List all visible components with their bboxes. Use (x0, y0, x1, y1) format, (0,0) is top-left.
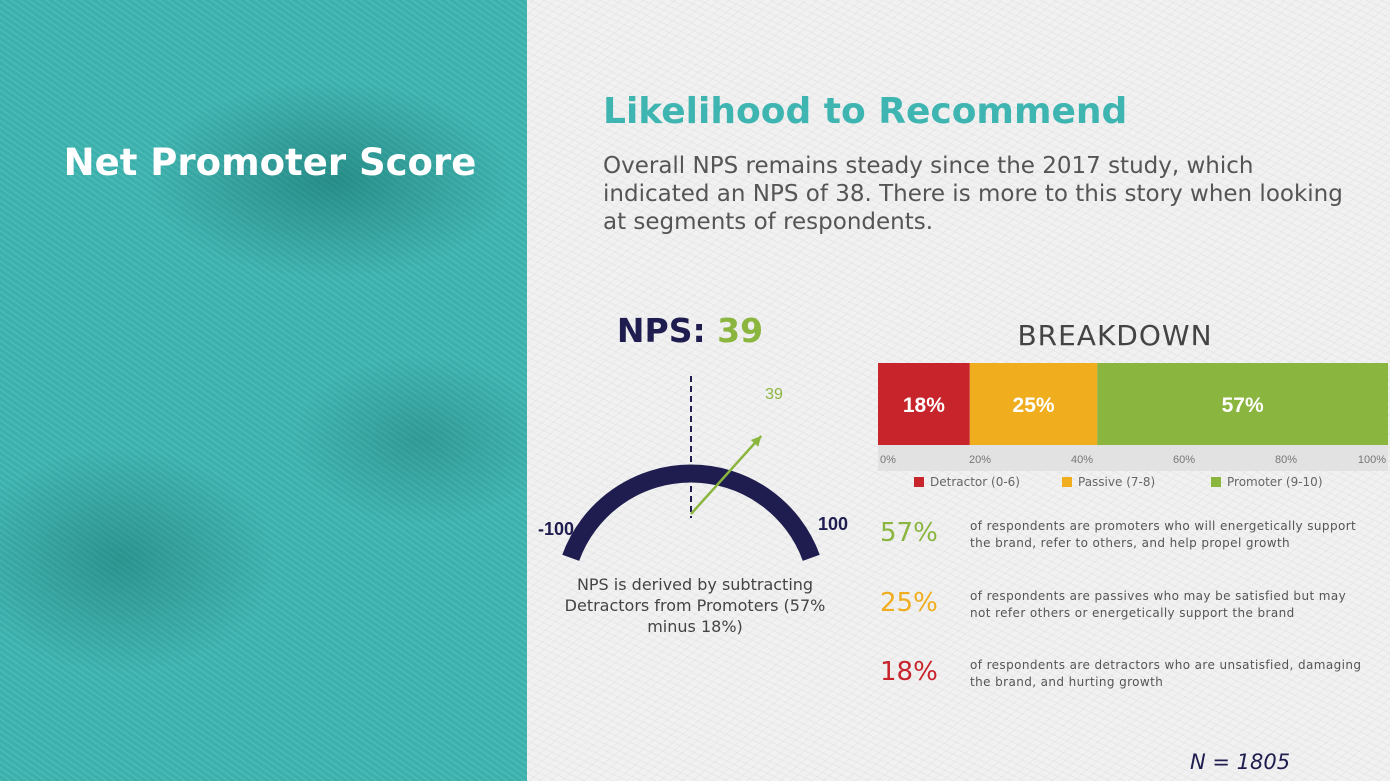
sample-size: N = 1805 (1190, 750, 1291, 774)
x-tick-label: 80% (1275, 454, 1297, 466)
intro-paragraph: Overall NPS remains steady since the 201… (603, 153, 1343, 235)
nps-gauge: -100 100 39 (538, 376, 848, 561)
x-tick-label: 60% (1173, 454, 1195, 466)
x-tick-label: 40% (1071, 454, 1093, 466)
gauge-needle-arrowhead (750, 435, 762, 447)
x-tick-label: 0% (880, 454, 896, 466)
stat-percent: 57% (880, 518, 938, 548)
x-tick-label: 100% (1358, 454, 1386, 466)
breakdown-bar-chart: 18% 25% 57% 0% 20% 40% 60% 80% 100% (878, 363, 1388, 471)
legend-label: Detractor (0-6) (930, 475, 1020, 489)
nps-label: NPS: (616, 311, 706, 350)
legend-swatch (1062, 477, 1072, 487)
legend-swatch (1211, 477, 1221, 487)
gauge-needle (690, 435, 763, 515)
stat-percent: 18% (880, 657, 938, 687)
legend-swatch (914, 477, 924, 487)
legend-item: Passive (7-8) (1062, 475, 1155, 489)
nps-note: NPS is derived by subtracting Detractors… (564, 575, 826, 636)
nps-value: 39 (717, 311, 764, 350)
breakdown-title: BREAKDOWN (1017, 319, 1213, 352)
legend-item: Detractor (0-6) (914, 475, 1020, 489)
gauge-arc (562, 464, 820, 561)
bar-segment-promoter (1097, 363, 1388, 445)
legend-label: Promoter (9-10) (1227, 475, 1323, 489)
stat-percent: 25% (880, 588, 938, 618)
page-title: Likelihood to Recommend (603, 91, 1128, 132)
bar-data-label: 57% (1222, 394, 1264, 417)
nps-heading: NPS: 39 (560, 309, 820, 353)
bar-segment-passive (969, 363, 1098, 445)
stat-description: of respondents are passives who may be s… (970, 589, 1347, 620)
legend-label: Passive (7-8) (1078, 475, 1156, 489)
bar-segment-detractor (878, 363, 970, 445)
section-title: Net Promoter Score (63, 141, 477, 184)
bar-data-label: 18% (903, 394, 945, 417)
bar-data-label: 25% (1013, 394, 1055, 417)
gauge-min-label: -100 (538, 519, 574, 539)
left-panel: Net Promoter Score (0, 0, 527, 781)
x-tick-label: 20% (969, 454, 991, 466)
gauge-max-label: 100 (818, 514, 848, 534)
legend-item: Promoter (9-10) (1211, 475, 1323, 489)
stat-description: of respondents are detractors who are un… (970, 658, 1362, 689)
gauge-value-label: 39 (765, 386, 783, 403)
stat-description: of respondents are promoters who will en… (970, 519, 1357, 550)
